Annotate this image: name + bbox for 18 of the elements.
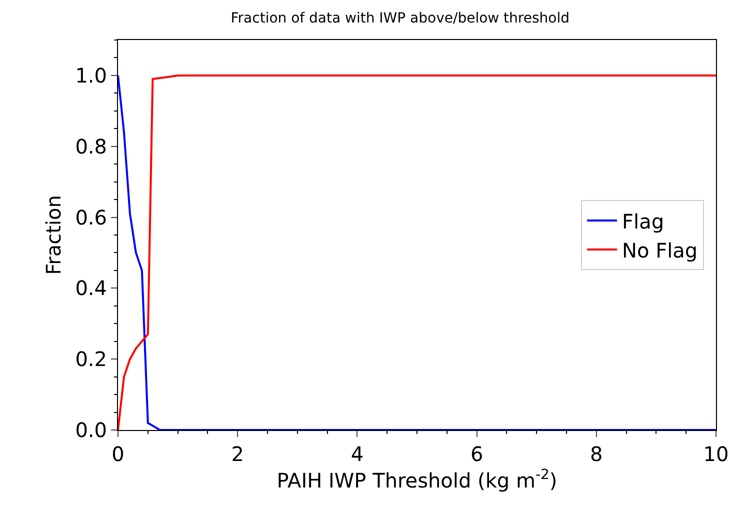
y-tick-label: 0.8 (75, 134, 107, 158)
y-tick-label: 0.2 (75, 347, 107, 372)
line-series (118, 74, 716, 430)
legend-label: Flag (622, 209, 664, 234)
legend-label: No Flag (622, 238, 698, 262)
x-tick-label: 2 (231, 442, 244, 466)
x-tick-label: 0 (112, 442, 124, 466)
y-tick-label: 1.0 (75, 63, 107, 88)
y-tick-label: 0.6 (75, 205, 107, 230)
y-tick-label: 0.0 (75, 418, 107, 442)
x-tick-label: 6 (470, 442, 484, 466)
x-tick-label: 10 (703, 442, 729, 466)
y-axis-title: Fraction (42, 195, 66, 275)
x-tick-label: 8 (590, 442, 603, 466)
chart-title: Fraction of data with IWP above/below threshold (230, 10, 570, 27)
y-tick-label: 0.4 (75, 276, 107, 300)
x-tick-label: 4 (350, 442, 364, 466)
x-axis-title: PAIH IWP Threshold (kg m$^{-2}$) (276, 467, 558, 492)
